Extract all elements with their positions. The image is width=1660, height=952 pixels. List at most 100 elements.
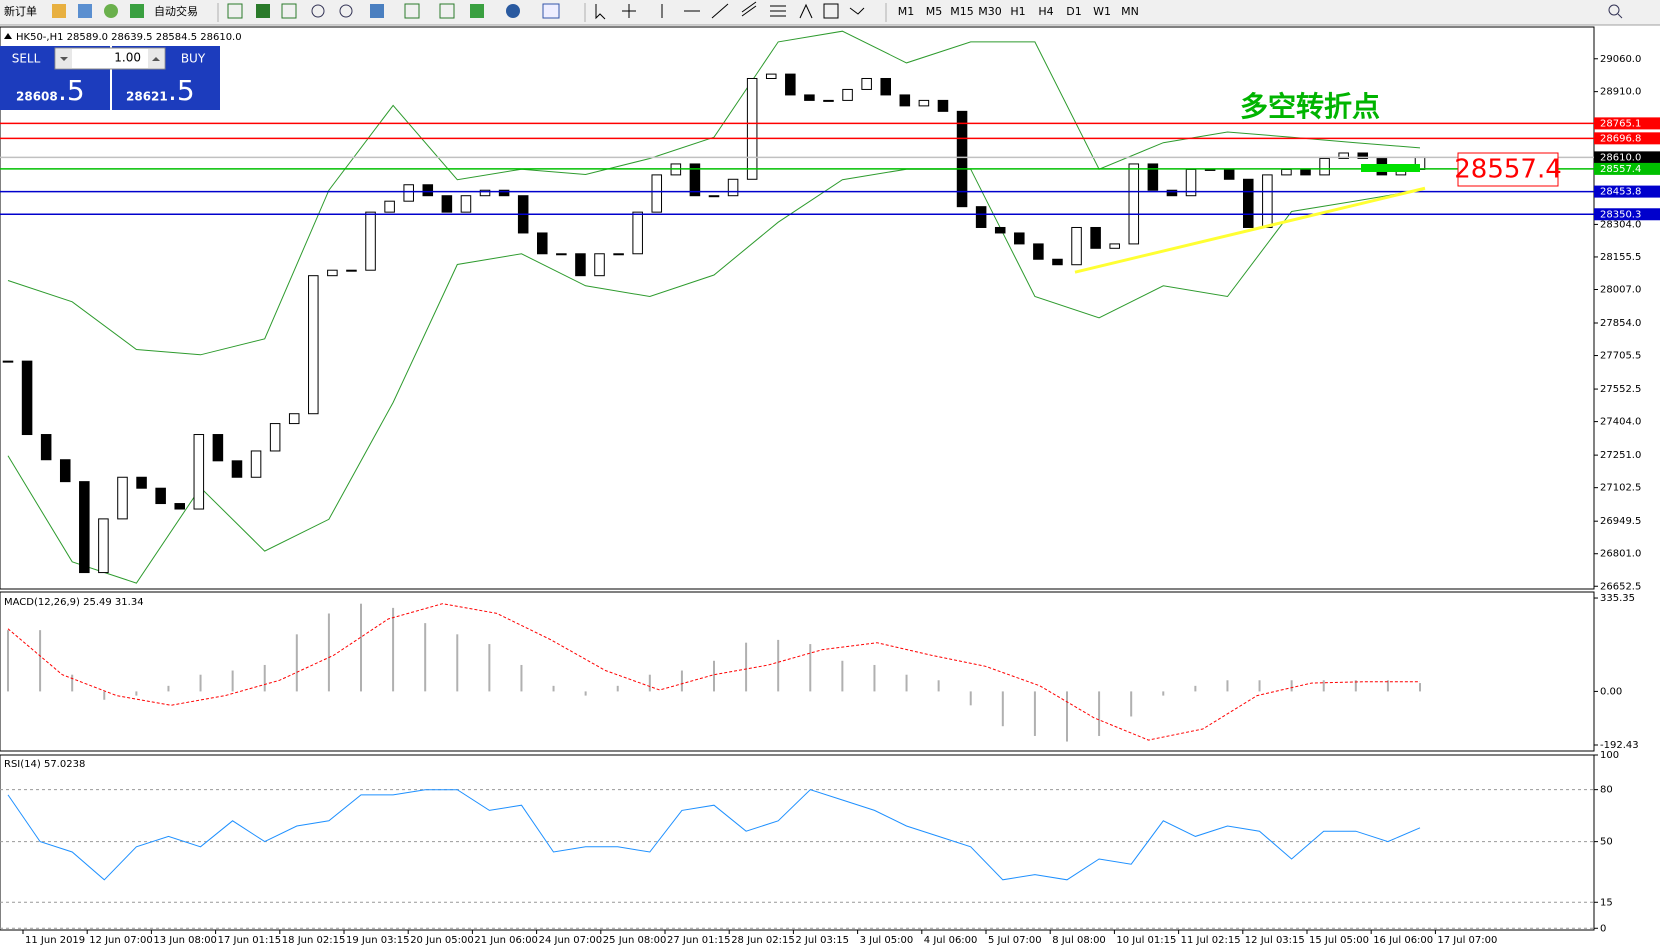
candle [918,99,930,107]
x-tick-label: 13 Jun 08:00 [153,935,217,946]
lot-up-arrow [152,57,160,61]
icon[interactable] [439,3,455,19]
icon[interactable] [404,3,420,19]
candle [288,413,300,425]
icon[interactable] [256,4,270,18]
chart-header: HK50-,H1 28589.0 28639.5 28584.5 28610.0 [16,32,242,43]
y-tick-label: 28304.0 [1600,219,1641,230]
candle [804,94,815,101]
icon[interactable] [849,7,865,15]
candle [117,476,128,520]
icon[interactable] [711,3,729,19]
candle [861,77,872,90]
x-tick-label: 28 Jun 02:15 [731,935,795,946]
x-tick-label: 8 Jul 08:00 [1052,935,1106,946]
lot-field[interactable] [54,47,166,70]
candle [441,195,453,213]
callout: 28557.4 [1454,155,1562,185]
icon[interactable] [823,3,839,19]
collapse-icon[interactable] [4,33,12,39]
icon[interactable] [506,4,520,18]
candle [880,77,892,96]
candle [1262,174,1273,228]
y-tick-label: 27552.5 [1600,384,1641,395]
y-tick-label: 50 [1600,837,1613,848]
timeframe-button[interactable]: M15 [950,5,974,18]
candle [727,178,739,197]
rsi-panel [0,754,1595,931]
rsi-label: RSI(14) 57.0238 [4,759,85,770]
icon[interactable] [370,4,384,18]
price-panel [0,26,1595,590]
timeframe-button[interactable]: D1 [1066,5,1081,18]
icon[interactable] [339,4,353,18]
icon[interactable] [311,4,325,18]
candle [460,195,472,213]
timeframe-button[interactable]: W1 [1093,5,1111,18]
lot-value[interactable]: 1.00 [114,51,141,65]
icon[interactable] [770,5,786,17]
icon[interactable] [130,4,144,18]
level-label: 28765.1 [1600,118,1641,129]
y-tick-label: 27251.0 [1600,450,1641,461]
y-tick-label: 28007.0 [1600,284,1641,295]
candle [1243,178,1254,228]
timeframe-button[interactable]: M1 [898,5,915,18]
candle [1014,232,1025,245]
candle [155,487,166,505]
icon[interactable] [542,3,560,19]
y-tick-label: 27854.0 [1600,318,1641,329]
buy-label[interactable]: BUY [181,52,206,66]
timeframe-button[interactable]: H4 [1038,5,1053,18]
x-tick-label: 15 Jul 05:00 [1309,935,1369,946]
icon[interactable] [741,1,757,17]
candle [384,200,395,213]
candle [174,503,185,510]
candle [403,184,414,202]
candle [651,174,663,213]
timeframe-button[interactable]: M30 [978,5,1002,18]
icon[interactable] [104,4,118,18]
y-tick-label: 80 [1600,785,1613,796]
candle [1109,243,1120,249]
x-tick-label: 17 Jul 07:00 [1437,935,1497,946]
y-tick-label: 28910.0 [1600,87,1641,98]
candle [594,253,605,277]
icon[interactable] [470,4,484,18]
candle [498,189,510,197]
search-icon[interactable] [1617,13,1623,19]
candle [269,423,281,452]
annotation: 多空转折点 [1240,90,1380,123]
icon[interactable] [227,3,243,19]
macd-label: MACD(12,26,9) 25.49 31.34 [4,597,144,608]
icon[interactable] [52,4,66,18]
candle [994,226,1006,234]
candle [1223,168,1235,180]
sell-label[interactable]: SELL [12,52,41,66]
icon[interactable] [78,4,92,18]
timeframe-button[interactable]: MN [1121,5,1139,18]
icon[interactable] [622,4,636,18]
candle [1090,226,1101,249]
icon[interactable] [799,3,813,19]
icon[interactable] [595,4,606,20]
search-icon[interactable] [1608,4,1620,16]
icon[interactable] [281,3,297,19]
candle [1338,152,1349,159]
candle [365,211,376,271]
new-order-button[interactable]: 新订单 [4,4,37,18]
lot-down-arrow [60,57,68,61]
timeframe-button[interactable]: H1 [1010,5,1025,18]
candle [1052,258,1063,266]
y-tick-label: 27404.0 [1600,417,1641,428]
x-tick-label: 24 Jun 07:00 [539,935,603,946]
timeframe-button[interactable]: M5 [926,5,943,18]
rsi-line [7,789,1421,881]
candle [1166,189,1178,197]
auto-trade-button[interactable]: 自动交易 [154,4,198,18]
macd-panel [0,591,1595,752]
candle [59,459,71,483]
candle [765,73,777,79]
lower-band [7,168,1421,584]
x-tick-label: 17 Jun 01:15 [218,935,282,946]
